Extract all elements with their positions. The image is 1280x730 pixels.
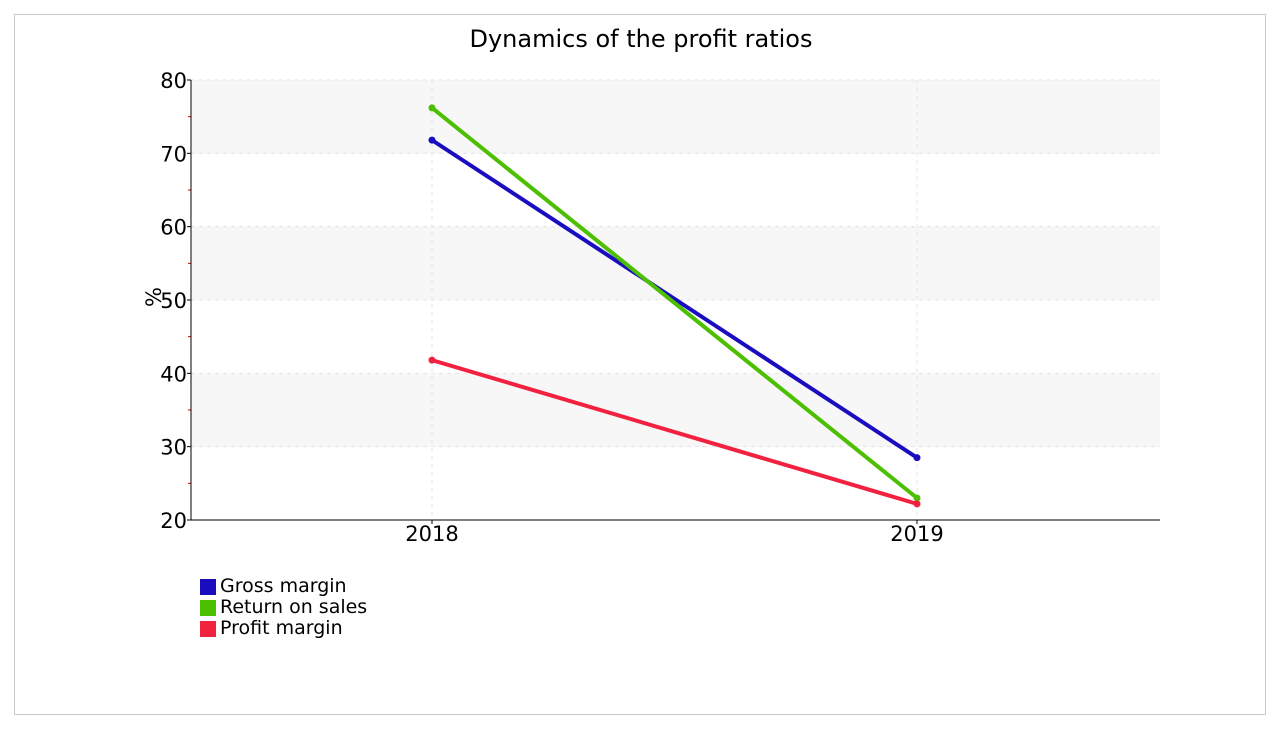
series-line-return-on-sales [430, 105, 919, 500]
y-tick-label: 20 [160, 509, 187, 533]
data-point-return-on-sales [913, 494, 921, 502]
legend-label: Profit margin [220, 617, 343, 639]
y-tick-label: 50 [160, 289, 187, 313]
background-bands [191, 80, 1160, 447]
background-band [191, 373, 1160, 447]
legend-item-profit-margin: Profit margin [200, 618, 367, 639]
legend-item-return-on-sales: Return on sales [200, 597, 367, 618]
y-tick-label: 80 [160, 69, 187, 93]
y-tick-label: 60 [160, 216, 187, 240]
legend-swatch [200, 599, 216, 616]
background-band [191, 80, 1160, 154]
y-tick-labels: 20 30 40 50 60 70 80 [160, 69, 187, 533]
series-line-profit-margin [430, 358, 919, 506]
data-point-profit-margin [913, 500, 921, 508]
series-line-gross-margin [430, 138, 919, 460]
data-point-profit-margin [428, 356, 436, 364]
legend-item-gross-margin: Gross margin [200, 576, 367, 597]
data-point-return-on-sales [428, 104, 436, 112]
series-lines [428, 104, 921, 508]
y-tick-label: 30 [160, 436, 187, 460]
legend-label: Gross margin [220, 575, 347, 597]
y-axis-label: % [142, 287, 166, 307]
data-point-gross-margin [913, 454, 921, 462]
background-band [191, 226, 1160, 300]
legend: Gross margin Return on sales Profit margin [200, 576, 367, 639]
legend-label: Return on sales [220, 596, 368, 618]
legend-swatch [200, 578, 216, 595]
x-tick-label: 2018 [405, 522, 458, 546]
data-point-gross-margin [428, 136, 436, 144]
axes [187, 79, 1160, 524]
chart-title: Dynamics of the profit ratios [469, 25, 813, 53]
x-tick-label: 2019 [890, 522, 943, 546]
x-tick-labels: 2018 2019 [405, 522, 943, 546]
legend-swatch [200, 620, 216, 637]
y-tick-label: 40 [160, 362, 187, 386]
grid-lines [191, 79, 1160, 520]
y-tick-label: 70 [160, 142, 187, 166]
